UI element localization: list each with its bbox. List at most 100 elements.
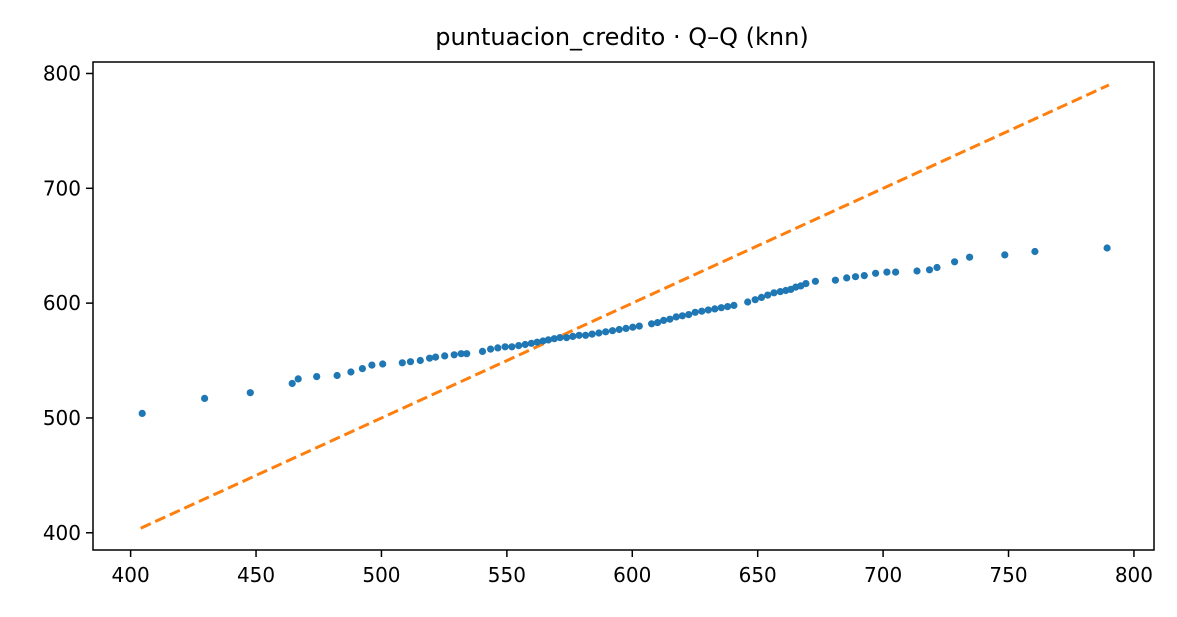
data-point: [463, 350, 471, 358]
reference-line: [140, 83, 1110, 530]
y-axis: 400 500 600 700 800: [43, 61, 93, 545]
data-point: [622, 324, 630, 332]
x-axis: 400 450 500 550 600 650 700 750 800: [112, 550, 1153, 587]
data-point: [333, 371, 341, 380]
data-point: [851, 273, 860, 281]
data-point: [406, 358, 415, 366]
data-point: [533, 338, 541, 346]
data-point: [544, 336, 552, 344]
data-point: [883, 268, 891, 276]
data-point: [595, 329, 603, 337]
data-point: [698, 307, 706, 315]
y-tick-label: 400: [43, 521, 81, 545]
data-point: [379, 360, 387, 368]
data-point: [831, 276, 840, 284]
data-point: [313, 373, 321, 381]
data-point: [678, 312, 687, 320]
data-point: [776, 288, 784, 296]
chart-title: puntuacion_credito · Q–Q (knn): [435, 23, 808, 51]
data-point: [426, 354, 434, 362]
data-point: [666, 315, 674, 323]
data-point: [951, 258, 959, 266]
data-point: [1001, 251, 1009, 259]
data-point: [872, 269, 880, 277]
data-point: [347, 368, 355, 376]
plot-frame: [92, 61, 1155, 551]
data-point: [757, 293, 766, 301]
data-point: [368, 361, 376, 369]
data-point: [138, 409, 146, 417]
x-tick-label: 450: [237, 563, 275, 587]
data-point: [563, 334, 571, 342]
data-point: [764, 291, 772, 299]
data-point: [457, 350, 465, 358]
data-point: [730, 301, 738, 309]
data-point: [588, 330, 596, 338]
data-point: [933, 263, 941, 272]
data-point: [582, 331, 590, 339]
data-point: [751, 296, 759, 304]
data-point: [1103, 244, 1111, 252]
y-tick-label: 600: [43, 291, 81, 315]
data-point: [615, 325, 623, 334]
data-point: [494, 344, 502, 352]
data-point: [1031, 247, 1039, 256]
data-point: [660, 316, 668, 324]
data-point: [685, 311, 693, 319]
data-point: [288, 379, 296, 388]
x-tick-label: 400: [112, 563, 150, 587]
data-point: [478, 347, 487, 355]
data-point: [913, 267, 921, 275]
data-point: [704, 306, 712, 314]
data-point: [569, 332, 577, 340]
data-point: [629, 323, 637, 331]
x-tick-label: 500: [362, 563, 400, 587]
data-point: [602, 328, 610, 336]
data-point: [744, 298, 752, 306]
data-point: [654, 319, 662, 327]
data-point: [294, 375, 302, 383]
data-point: [398, 359, 406, 367]
data-point: [608, 327, 617, 335]
data-point: [501, 343, 509, 351]
data-point: [966, 253, 974, 261]
x-tick-label: 750: [989, 563, 1027, 587]
data-points-layer: [138, 244, 1111, 417]
x-tick-label: 600: [613, 563, 651, 587]
data-point: [246, 389, 254, 397]
data-point: [527, 339, 536, 347]
y-tick-label: 800: [43, 61, 81, 85]
data-point: [843, 274, 851, 282]
data-point: [892, 268, 900, 276]
data-point: [358, 365, 366, 373]
data-point: [724, 303, 732, 311]
data-point: [416, 356, 424, 365]
data-point: [672, 313, 680, 321]
data-point: [691, 308, 699, 316]
y-tick-label: 700: [43, 176, 81, 200]
data-point: [860, 272, 868, 280]
data-point: [635, 322, 643, 330]
data-point: [575, 331, 583, 339]
data-point: [515, 342, 523, 350]
y-tick-label: 500: [43, 406, 81, 430]
data-point: [811, 277, 820, 285]
data-point: [487, 345, 495, 353]
x-tick-label: 550: [488, 563, 526, 587]
data-point: [450, 351, 458, 359]
data-point: [711, 305, 719, 313]
data-point: [717, 304, 725, 312]
data-point: [648, 320, 656, 328]
x-tick-label: 650: [739, 563, 777, 587]
data-point: [550, 335, 558, 343]
data-point: [770, 289, 778, 297]
data-point: [508, 343, 516, 351]
reference-line-layer: [140, 83, 1110, 530]
data-point: [556, 334, 564, 342]
data-point: [802, 280, 810, 288]
x-tick-label: 700: [864, 563, 902, 587]
data-point: [521, 340, 529, 349]
data-point: [925, 266, 934, 274]
data-point: [441, 352, 449, 360]
